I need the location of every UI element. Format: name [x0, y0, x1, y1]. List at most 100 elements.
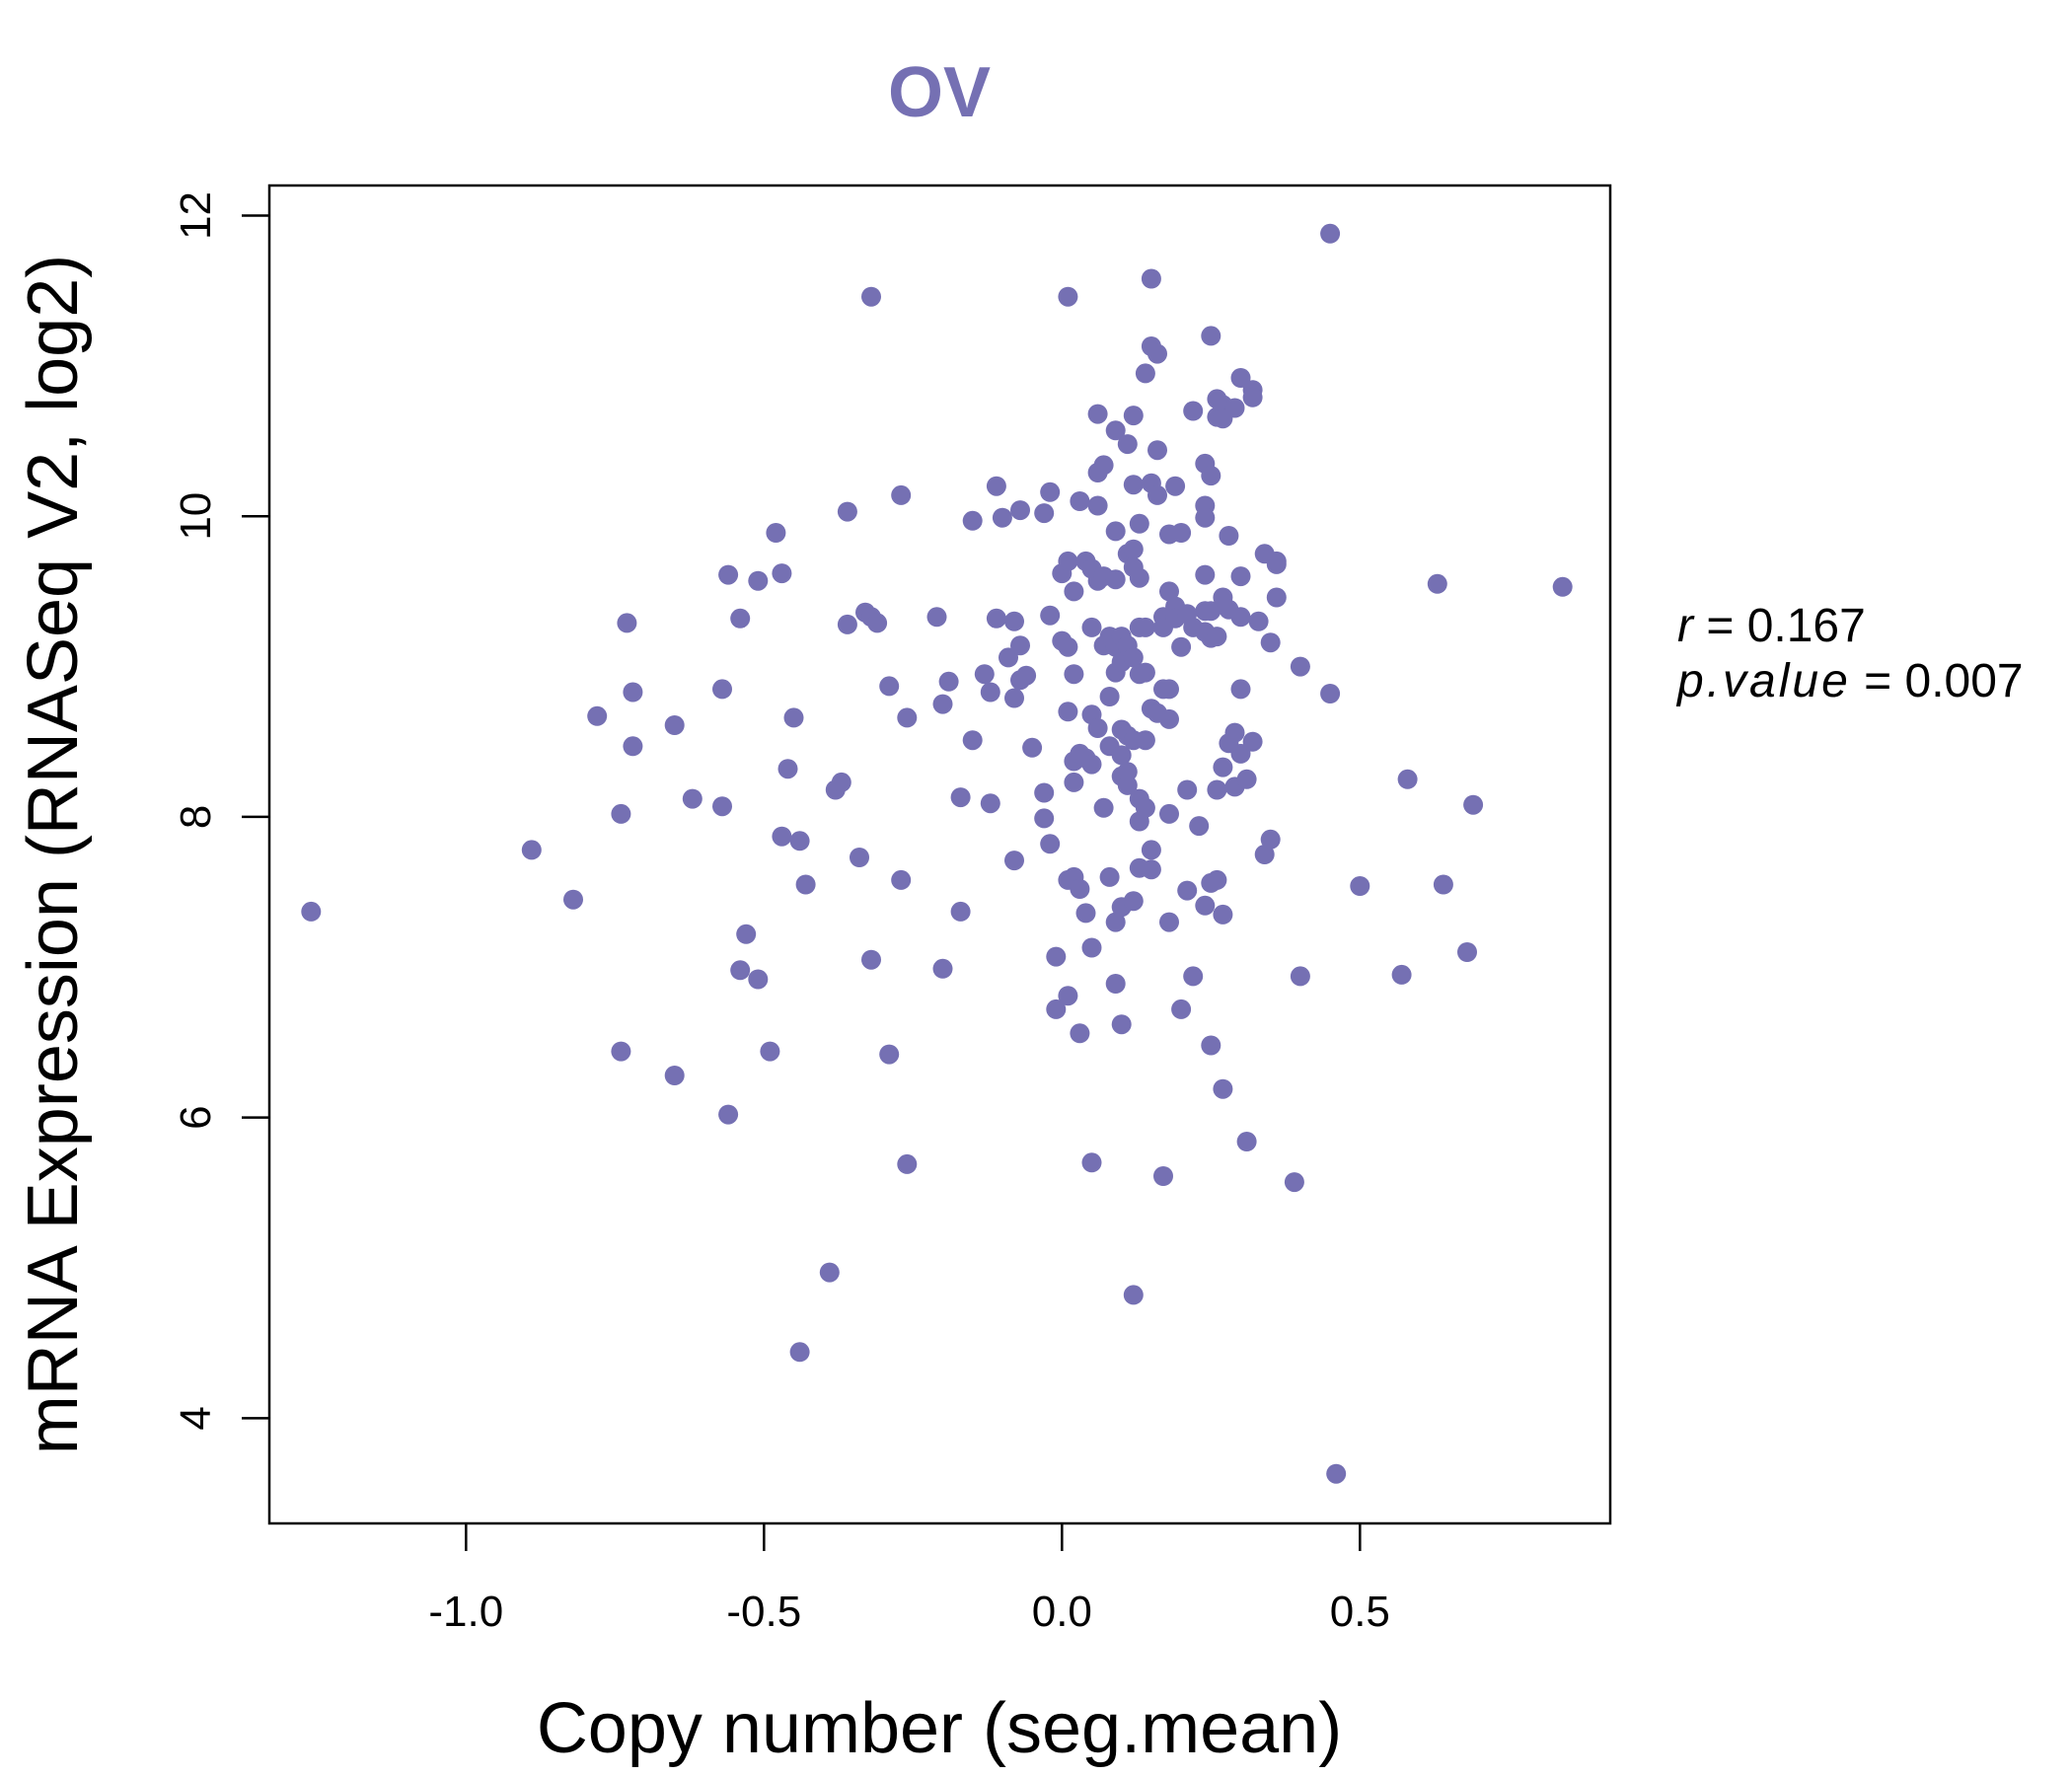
data-point	[1177, 779, 1198, 800]
data-point	[712, 679, 732, 700]
data-point	[1457, 942, 1477, 962]
data-point	[783, 707, 804, 728]
data-point	[1171, 523, 1192, 543]
data-point	[1290, 966, 1310, 987]
data-point	[1046, 946, 1067, 967]
data-point	[1064, 581, 1084, 602]
data-point	[1093, 455, 1114, 476]
data-point	[1230, 743, 1251, 764]
data-point	[1171, 999, 1192, 1019]
data-point	[1016, 665, 1037, 686]
data-point	[1087, 495, 1108, 516]
data-point	[1242, 387, 1263, 407]
data-point	[1064, 664, 1084, 685]
data-point	[1123, 539, 1144, 559]
data-point	[1093, 797, 1114, 818]
r-statistic: r = 0.167	[1677, 600, 1866, 652]
data-point	[1219, 526, 1239, 546]
data-point	[1189, 816, 1210, 837]
data-point	[1213, 1078, 1233, 1099]
data-point	[1135, 797, 1155, 818]
data-point	[1224, 722, 1245, 743]
data-point	[1081, 754, 1102, 775]
data-point	[1201, 326, 1221, 346]
data-point	[932, 694, 953, 714]
y-tick-label: 12	[172, 191, 220, 240]
data-point	[1129, 567, 1149, 588]
data-point	[301, 901, 322, 922]
data-point	[1105, 912, 1126, 932]
data-point	[1165, 476, 1186, 496]
data-point	[1141, 840, 1161, 860]
data-point	[1105, 420, 1126, 441]
data-point	[1070, 1023, 1090, 1044]
data-point	[664, 1066, 685, 1085]
data-point	[1105, 569, 1126, 590]
data-point	[1171, 636, 1192, 657]
data-point	[1004, 611, 1024, 631]
x-tick-label: 0.5	[1330, 1588, 1390, 1636]
data-point	[1159, 708, 1179, 729]
data-point	[1207, 779, 1227, 800]
data-point	[1141, 859, 1161, 880]
data-point	[1058, 551, 1078, 571]
data-point	[938, 671, 959, 692]
x-tick-label: 0.0	[1032, 1588, 1092, 1636]
data-point	[1201, 466, 1221, 486]
data-point	[1123, 1285, 1144, 1305]
data-point	[1230, 368, 1251, 388]
data-point	[1040, 481, 1061, 502]
data-point	[980, 682, 1000, 703]
data-point	[1046, 999, 1067, 1019]
data-point	[617, 613, 637, 633]
data-point	[1230, 679, 1251, 700]
y-tick-label: 10	[172, 492, 220, 541]
data-point	[1123, 406, 1144, 426]
data-point	[1236, 769, 1257, 789]
data-point	[926, 607, 947, 628]
data-point	[1391, 964, 1412, 985]
data-point	[766, 523, 786, 543]
data-point	[563, 889, 583, 910]
data-point	[1129, 513, 1149, 534]
data-point	[1350, 876, 1370, 896]
data-point	[1004, 851, 1024, 871]
data-point	[819, 1262, 840, 1283]
data-point	[1427, 573, 1447, 594]
data-point	[1242, 731, 1263, 752]
data-point	[1230, 566, 1251, 587]
data-point	[1290, 656, 1310, 677]
data-point	[1105, 521, 1126, 542]
data-point	[831, 772, 851, 792]
data-point	[1135, 662, 1155, 683]
data-point	[1260, 829, 1281, 850]
data-point	[1034, 782, 1055, 803]
data-point	[772, 826, 792, 847]
data-point	[1159, 912, 1179, 932]
data-point	[1463, 794, 1484, 815]
data-point	[623, 736, 643, 757]
data-point	[1147, 440, 1167, 461]
data-point	[1064, 772, 1084, 792]
data-point	[1213, 757, 1233, 777]
data-point	[1087, 404, 1108, 424]
data-point	[1320, 223, 1341, 244]
data-point	[1397, 769, 1418, 789]
r-label: r	[1677, 600, 1695, 652]
data-point	[789, 1342, 810, 1363]
x-tick-label: -1.0	[428, 1588, 503, 1636]
data-point	[664, 715, 685, 735]
data-point	[879, 676, 900, 697]
data-point	[999, 647, 1018, 668]
data-point	[1159, 679, 1179, 700]
y-axis-label: mRNA Expression (RNASeq V2, log2)	[14, 255, 93, 1454]
data-point	[974, 664, 995, 685]
data-point	[1058, 702, 1078, 722]
data-point	[1022, 737, 1043, 758]
data-point	[1195, 507, 1216, 528]
data-point	[772, 563, 792, 584]
data-point	[1117, 762, 1138, 782]
data-point	[891, 869, 912, 890]
data-point	[1081, 1152, 1102, 1173]
data-point	[1004, 688, 1024, 708]
